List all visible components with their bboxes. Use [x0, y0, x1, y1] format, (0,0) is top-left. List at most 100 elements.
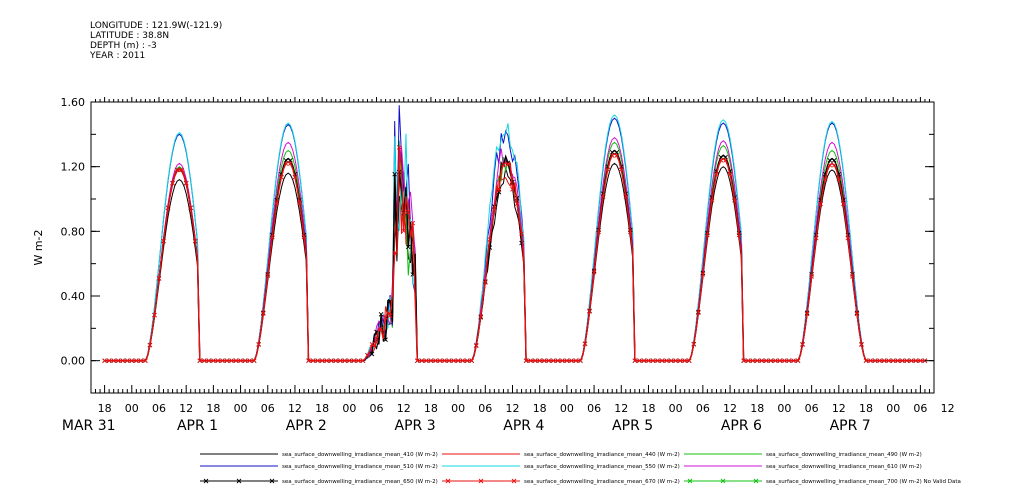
data-point-670: [315, 358, 320, 363]
data-point-670: [283, 161, 289, 166]
data-point-670: [600, 193, 606, 199]
data-point-670: [279, 174, 284, 180]
x-hour-label: 06: [370, 402, 384, 415]
data-point-670: [433, 358, 438, 363]
y-tick-label: 0.80: [61, 225, 86, 238]
data-point-670: [260, 311, 266, 316]
x-hour-label: 06: [152, 402, 166, 415]
plot-frame: [90, 101, 935, 394]
data-point-670: [918, 358, 923, 363]
x-hour-label: 06: [696, 402, 710, 415]
data-point-670: [424, 358, 429, 363]
x-day-label: APR 1: [177, 418, 218, 434]
data-point-670: [165, 205, 171, 211]
data-point-670: [632, 358, 638, 363]
data-point-670: [215, 358, 221, 363]
series-line-650: [104, 149, 925, 362]
data-point-670: [541, 358, 547, 363]
data-point-670: [822, 176, 828, 181]
data-point-670: [115, 358, 121, 363]
data-point-670: [818, 201, 824, 207]
x-hour-label: 00: [669, 402, 683, 415]
data-point-670: [378, 326, 384, 332]
data-point-670: [333, 358, 339, 363]
data-point-670: [496, 187, 502, 193]
x-hour-label: 00: [451, 402, 465, 415]
legend-label: sea_surface_downwelling_irradiance_mean_…: [282, 479, 438, 485]
data-point-670: [319, 358, 325, 363]
x-hour-label: 18: [533, 402, 547, 415]
data-point-670: [460, 358, 465, 363]
data-point-670: [573, 358, 579, 363]
data-point-670: [714, 171, 719, 177]
data-point-670: [895, 358, 901, 363]
data-point-670: [618, 167, 624, 173]
data-point-670: [637, 358, 642, 363]
x-hour-label: 12: [288, 402, 302, 415]
data-point-670: [700, 271, 706, 277]
legend-label: sea_surface_downwelling_irradiance_mean_…: [766, 464, 922, 470]
data-point-670: [428, 358, 434, 363]
x-hour-label: 00: [886, 402, 900, 415]
data-point-670: [392, 250, 397, 256]
x-hour-label: 12: [941, 402, 955, 415]
data-point-670: [872, 358, 878, 363]
data-point-670: [696, 310, 701, 316]
data-point-670: [111, 358, 116, 363]
y-tick-label: 1.60: [61, 96, 86, 109]
data-point-670: [464, 358, 470, 363]
series-line-670: [104, 147, 925, 362]
data-point-670: [369, 342, 375, 347]
legend-label: sea_surface_downwelling_irradiance_mean_…: [282, 452, 438, 458]
data-point-670: [868, 358, 873, 363]
data-point-670: [723, 158, 728, 163]
data-point-670: [337, 358, 343, 363]
data-point-670: [310, 358, 316, 363]
x-hour-label: 12: [723, 402, 737, 415]
data-point-670: [242, 358, 248, 363]
x-hour-label: 00: [125, 402, 139, 415]
data-point-670: [188, 205, 194, 211]
x-hour-label: 06: [587, 402, 601, 415]
data-point-670: [664, 358, 669, 363]
data-point-670: [777, 358, 783, 363]
data-point-670: [813, 235, 819, 241]
data-point-670: [909, 358, 914, 363]
data-point-670: [247, 358, 252, 363]
data-point-670: [691, 341, 697, 347]
data-point-670: [904, 358, 910, 363]
legend-marker: [203, 478, 209, 484]
data-point-670: [750, 358, 756, 363]
legend-label: sea_surface_downwelling_irradiance_mean_…: [766, 452, 922, 458]
x-hour-label: 06: [805, 402, 819, 415]
data-point-670: [550, 358, 556, 363]
legend-label: sea_surface_downwelling_irradiance_mean_…: [524, 452, 680, 458]
data-point-670: [646, 358, 651, 363]
data-point-670: [718, 158, 724, 163]
data-point-670: [455, 358, 461, 363]
data-point-670: [292, 174, 298, 180]
data-point-670: [269, 234, 275, 240]
data-point-650: [383, 337, 388, 343]
data-point-670: [510, 187, 515, 192]
data-point-670: [328, 358, 334, 363]
data-point-670: [569, 358, 574, 363]
data-point-670: [763, 358, 769, 363]
data-point-670: [560, 358, 565, 363]
data-point-670: [578, 358, 583, 363]
data-point-670: [628, 229, 633, 235]
data-point-670: [138, 358, 144, 363]
data-point-670: [192, 238, 198, 244]
data-point-670: [582, 341, 588, 347]
data-point-670: [342, 358, 348, 363]
x-hour-label: 18: [641, 402, 655, 415]
legend-label: sea_surface_downwelling_irradiance_mean_…: [766, 479, 961, 485]
data-point-670: [786, 358, 792, 363]
x-hour-label: 00: [342, 402, 356, 415]
data-point-670: [609, 153, 615, 158]
data-point-670: [374, 336, 379, 341]
legend: sea_surface_downwelling_irradiance_mean_…: [200, 452, 961, 485]
data-point-670: [877, 358, 882, 363]
x-hour-label: 06: [478, 402, 492, 415]
data-point-670: [170, 180, 175, 186]
